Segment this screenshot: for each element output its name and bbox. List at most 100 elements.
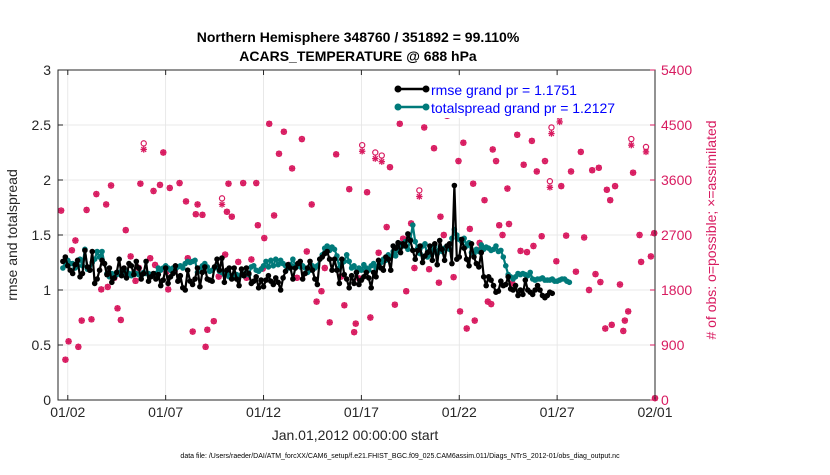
obs-assimilated-stroke (400, 235, 406, 242)
rmse-point (312, 276, 318, 282)
obs-assimilated-marker (456, 308, 464, 315)
obs-assimilated-stroke (152, 262, 158, 268)
obs-assimilated-stroke (289, 165, 295, 172)
rmse-point (434, 261, 441, 268)
rmse-point (123, 275, 130, 281)
obs-assimilated-stroke (538, 233, 545, 240)
totalspread-point (260, 263, 267, 269)
rmse-point (265, 272, 272, 279)
obs-assimilated-stroke (573, 268, 579, 275)
rmse-point (314, 281, 321, 288)
obs-assimilated-stroke (321, 265, 328, 271)
obs-assimilated-stroke (607, 197, 614, 204)
obs-assimilated-stroke (132, 277, 139, 284)
obs-assimilated-marker (204, 326, 211, 333)
x-tick-label: 01/17 (344, 404, 379, 420)
rmse-point (363, 269, 370, 276)
obs-assimilated-marker (492, 157, 500, 165)
rmse-point (241, 272, 247, 279)
rmse-point (275, 279, 282, 286)
totalspread-point (409, 222, 416, 228)
obs-assimilated-marker (266, 120, 273, 127)
obs-assimilated-stroke (202, 343, 209, 350)
rmse-point (104, 271, 110, 278)
rmse-point (549, 290, 556, 297)
obs-assimilated-stroke (166, 185, 173, 191)
totalspread-point (346, 258, 352, 265)
totalspread-point (527, 269, 534, 276)
rmse-point (226, 265, 233, 271)
rmse-point (263, 277, 269, 283)
obs-assimilated-stroke (127, 253, 134, 260)
totalspread-point (566, 279, 573, 286)
obs-assimilated-stroke (104, 284, 111, 290)
obs-assimilated-marker (505, 220, 513, 228)
obs-assimilated-stroke (603, 186, 610, 193)
obs-assimilated-stroke (548, 130, 555, 137)
obs-possible-marker (416, 187, 423, 194)
obs-assimilated-stroke (303, 248, 310, 255)
obs-assimilated-marker (156, 181, 164, 189)
rmse-point (189, 281, 196, 288)
obs-assimilated-stroke (194, 201, 201, 208)
rmse-point (483, 282, 489, 289)
rmse-point (419, 259, 426, 266)
rmse-point (407, 237, 414, 244)
obs-assimilated-stroke (437, 213, 444, 220)
obs-assimilated-stroke (431, 145, 437, 152)
rmse-point (153, 276, 159, 282)
obs-assimilated-stroke (558, 183, 565, 189)
obs-assimilated-stroke (530, 243, 537, 249)
rmse-point (175, 278, 181, 285)
obs-assimilated-stroke (506, 221, 512, 227)
totalspread-point (290, 256, 296, 263)
obs-assimilated-marker (378, 158, 385, 165)
obs-assimilated-marker (538, 233, 545, 240)
obs-assimilated-stroke (411, 265, 418, 271)
rmse-point (177, 272, 184, 279)
totalspread-point (478, 242, 485, 248)
obs-assimilated-stroke (471, 317, 478, 324)
totalspread-point (250, 263, 257, 269)
obs-assimilated-marker (440, 231, 447, 239)
rmse-point (214, 256, 220, 263)
rmse-point (150, 270, 157, 277)
rmse-point (162, 265, 169, 271)
obs-assimilated-stroke (586, 287, 592, 293)
rmse-point (106, 265, 113, 271)
rmse-point (116, 256, 122, 263)
rmse-point (228, 276, 235, 282)
rmse-point (60, 258, 66, 265)
obs-assimilated-marker (463, 325, 470, 332)
obs-assimilated-marker (460, 139, 467, 146)
obs-assimilated-stroke (463, 325, 470, 332)
rmse-point (476, 264, 482, 270)
rmse-point (62, 254, 69, 260)
rmse-point (431, 241, 438, 247)
obs-assimilated-marker (254, 222, 262, 229)
obs-assimilated-stroke (638, 259, 644, 265)
totalspread-point (343, 252, 350, 258)
obs-assimilated-stroke (416, 193, 423, 200)
obs-assimilated-stroke (375, 249, 382, 256)
obs-assimilated-stroke (499, 232, 506, 238)
obs-assimilated-stroke (520, 161, 527, 168)
obs-assimilated-stroke (215, 273, 222, 280)
rmse-point (488, 277, 494, 283)
obs-assimilated-stroke (504, 185, 511, 192)
y-right-tick-label: 5400 (661, 62, 692, 78)
obs-assimilated-marker (548, 130, 555, 137)
obs-assimilated-stroke (581, 234, 588, 241)
obs-assimilated-stroke (266, 120, 273, 127)
obs-assimilated-stroke (481, 197, 488, 204)
obs-assimilated-stroke (597, 279, 604, 285)
obs-assimilated-stroke (333, 151, 340, 158)
rmse-point (361, 274, 367, 280)
obs-assimilated-marker (248, 256, 255, 263)
x-tick-label: 01/12 (246, 404, 281, 420)
obs-possible-marker (372, 149, 379, 156)
legend-spread-marker (422, 103, 430, 111)
rmse-point (209, 278, 215, 285)
rmse-point (498, 278, 504, 285)
